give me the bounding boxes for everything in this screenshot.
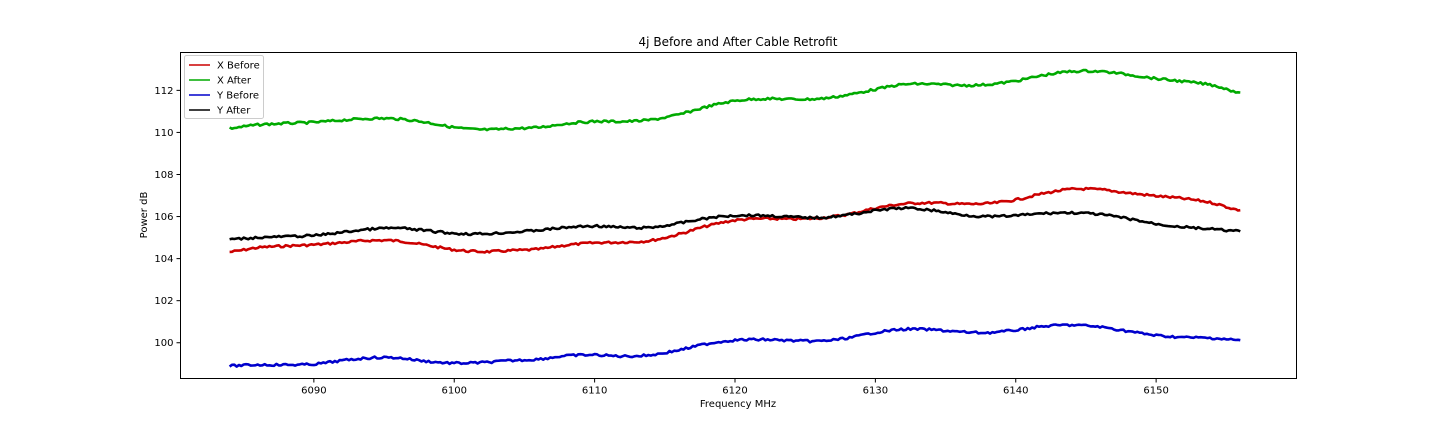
y-tick-label: 104 — [154, 254, 173, 265]
legend-label-y-before: Y Before — [216, 91, 259, 102]
series-layer — [228, 68, 1241, 368]
series-line-x-after — [229, 68, 1241, 132]
series-line-x-before — [229, 186, 1241, 254]
legend-label-x-before: X Before — [217, 61, 260, 72]
y-tick-label: 100 — [154, 338, 173, 349]
x-tick-label: 6150 — [1143, 386, 1168, 397]
series-line-y-before — [228, 323, 1241, 368]
y-tick-label: 112 — [154, 86, 173, 97]
y-axis-label: Power dB — [139, 192, 150, 239]
axes-layer: 6090 6100 6110 6120 6130 6140 6150 100 102 104 106… — [154, 86, 1168, 397]
x-tick-label: 6140 — [1003, 386, 1028, 397]
plot-frame — [180, 52, 1297, 379]
y-tick-label: 108 — [154, 170, 173, 181]
legend-box — [184, 55, 264, 119]
x-tick-label: 6090 — [301, 386, 326, 397]
chart-title: 4j Before and After Cable Retrofit — [639, 35, 838, 49]
x-tick-label: 6130 — [863, 386, 888, 397]
x-tick-label: 6100 — [442, 386, 467, 397]
x-tick-label: 6110 — [582, 386, 607, 397]
x-axis-label: Frequency MHz — [700, 399, 776, 410]
y-tick-label: 106 — [154, 212, 173, 223]
y-tick-label: 110 — [154, 128, 173, 139]
x-tick-label: 6120 — [722, 386, 747, 397]
legend-label-x-after: X After — [217, 76, 252, 87]
series-line-y-after — [229, 205, 1241, 241]
legend: X Before X After Y Before Y After — [184, 55, 264, 119]
y-tick-label: 102 — [154, 296, 173, 307]
legend-label-y-after: Y After — [216, 106, 251, 117]
